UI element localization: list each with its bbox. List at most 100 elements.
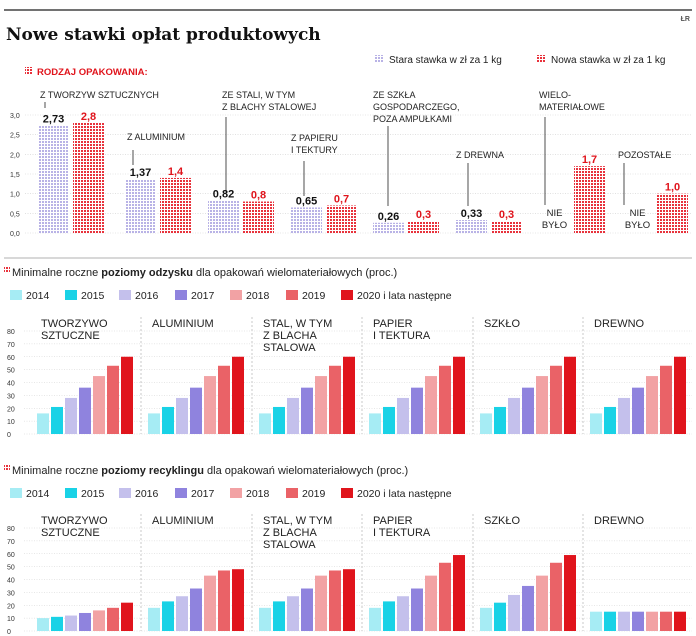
legend-label-2014: 2014 xyxy=(26,488,50,500)
panel-y-tick-label: 50 xyxy=(7,565,15,572)
legend-swatch-2016 xyxy=(119,290,131,300)
legend-swatch-2019 xyxy=(286,488,298,498)
panel-y-tick-label: 50 xyxy=(7,368,15,375)
panel-bar-2017 xyxy=(190,387,202,434)
panel-bar-2016 xyxy=(397,596,409,631)
top-bar-new xyxy=(491,221,522,233)
recycling-header-marker xyxy=(4,465,10,471)
panel-y-tick-label: 0 xyxy=(7,629,11,636)
panel-bar-2017 xyxy=(190,588,202,631)
panel-bar-2020 xyxy=(453,356,465,434)
top-bar-old xyxy=(373,222,404,233)
panel-bar-2019 xyxy=(107,365,119,434)
panel-category-label: ALUMINIUM xyxy=(152,515,214,527)
legend-label-2015: 2015 xyxy=(81,290,105,302)
panel-y-tick-label: 80 xyxy=(7,329,15,336)
panel-category-label: PAPIER xyxy=(373,515,413,527)
panel-bar-2016 xyxy=(508,594,520,631)
top-bar-old xyxy=(125,179,156,233)
legend-label-2017: 2017 xyxy=(191,290,215,302)
panel-y-tick-label: 60 xyxy=(7,355,15,362)
panel-bar-2017 xyxy=(301,387,313,434)
panel-bar-2020 xyxy=(121,602,133,631)
panel-bar-2017 xyxy=(632,387,644,434)
top-bar-new xyxy=(657,193,688,233)
panel-y-tick-label: 80 xyxy=(7,526,15,533)
panel-bar-2019 xyxy=(660,611,672,631)
panel-bar-2018 xyxy=(536,376,548,434)
panel-bar-2015 xyxy=(273,601,285,631)
panel-bar-2020 xyxy=(232,569,244,631)
panel-y-tick-label: 20 xyxy=(7,603,15,610)
legend-swatch-2020 xyxy=(341,488,353,498)
top-bar-new-label: 2,8 xyxy=(81,111,96,123)
top-bar-old-label: 0,26 xyxy=(378,211,399,223)
top-bar-old xyxy=(291,207,322,233)
panel-bar-2016 xyxy=(65,397,77,434)
panel-category-label: DREWNO xyxy=(594,515,645,527)
panel-bar-2017 xyxy=(411,387,423,434)
legend-swatch-2020 xyxy=(341,290,353,300)
panel-category-label: I TEKTURA xyxy=(373,527,431,539)
panel-category-label: STALOWA xyxy=(263,342,316,354)
panel-bar-2018 xyxy=(204,376,216,434)
panel-y-tick-label: 60 xyxy=(7,552,15,559)
panel-bar-2018 xyxy=(646,376,658,434)
panel-category-label: I TEKTURA xyxy=(373,330,431,342)
top-category-label: POZA AMPUŁKAMI xyxy=(373,114,452,124)
top-bar-new-label: 1,4 xyxy=(168,166,184,178)
panel-bar-2014 xyxy=(148,413,160,434)
panel-bar-2014 xyxy=(259,607,271,631)
panel-bar-2015 xyxy=(604,611,616,631)
panel-y-tick-label: 30 xyxy=(7,590,15,597)
recycling-legend: 2014 2015 2016 2017 2018 2019 2020 i lata nast… xyxy=(10,488,452,500)
panel-bar-2015 xyxy=(162,601,174,631)
section-label: RODZAJ OPAKOWANIA: xyxy=(37,67,148,78)
legend-swatch-2016 xyxy=(119,488,131,498)
legend-label-2016: 2016 xyxy=(135,488,159,500)
top-bar-new xyxy=(73,122,104,233)
panel-category-label: Z BLACHA xyxy=(263,527,317,539)
panel-bar-2016 xyxy=(287,397,299,434)
panel-category-label: SZTUCZNE xyxy=(41,527,100,539)
top-bar-new-label: 1,7 xyxy=(582,154,597,166)
panel-bar-2018 xyxy=(536,575,548,631)
top-bar-old-label: 1,37 xyxy=(130,167,151,179)
panel-bar-2017 xyxy=(79,387,91,434)
legend-label-2018: 2018 xyxy=(246,290,270,302)
panel-bar-2015 xyxy=(162,406,174,434)
panel-category-label: TWORZYWO xyxy=(41,515,108,527)
top-bar-old xyxy=(38,125,69,233)
recovery-header: Minimalne roczne poziomy odzysku dla opa… xyxy=(4,267,397,279)
top-chart: 0,0 0,5 1,0 1,5 2,0 2,5 3,0 Z TWORZYW SZTUCZNYC… xyxy=(10,90,692,238)
panel-category-label: STAL, W TYM xyxy=(263,515,332,527)
panel-bar-2016 xyxy=(65,615,77,631)
panel-bar-2018 xyxy=(646,611,658,631)
top-y-tick-label: 2,0 xyxy=(10,152,20,159)
panel-bar-2014 xyxy=(148,607,160,631)
legend-label-2017: 2017 xyxy=(191,488,215,500)
panel-category-label: TWORZYWO xyxy=(41,318,108,330)
legend-old-label: Stara stawka w zł za 1 kg xyxy=(389,55,502,66)
panel-bar-2020 xyxy=(343,356,355,434)
panel-category-label: Z BLACHA xyxy=(263,330,317,342)
panel-bar-2014 xyxy=(369,413,381,434)
top-category-label: Z PAPIERU xyxy=(291,133,338,143)
top-no-data-label: NIE xyxy=(630,208,646,219)
legend-swatch-2018 xyxy=(230,488,242,498)
legend-new-swatch xyxy=(537,55,545,63)
panel-bar-2015 xyxy=(51,406,63,434)
top-bar-new-label: 0,8 xyxy=(251,190,266,202)
panel-bar-2020 xyxy=(121,356,133,434)
top-no-data-label: BYŁO xyxy=(542,220,567,231)
panel-bar-2019 xyxy=(439,365,451,434)
legend-swatch-2019 xyxy=(286,290,298,300)
panel-category-label: STAL, W TYM xyxy=(263,318,332,330)
panel-y-tick-label: 20 xyxy=(7,406,15,413)
panel-bar-2016 xyxy=(618,397,630,434)
panel-y-tick-label: 70 xyxy=(7,342,15,349)
panel-bar-2016 xyxy=(287,596,299,631)
top-no-data-label: BYŁO xyxy=(625,220,650,231)
legend-swatch-2014 xyxy=(10,488,22,498)
